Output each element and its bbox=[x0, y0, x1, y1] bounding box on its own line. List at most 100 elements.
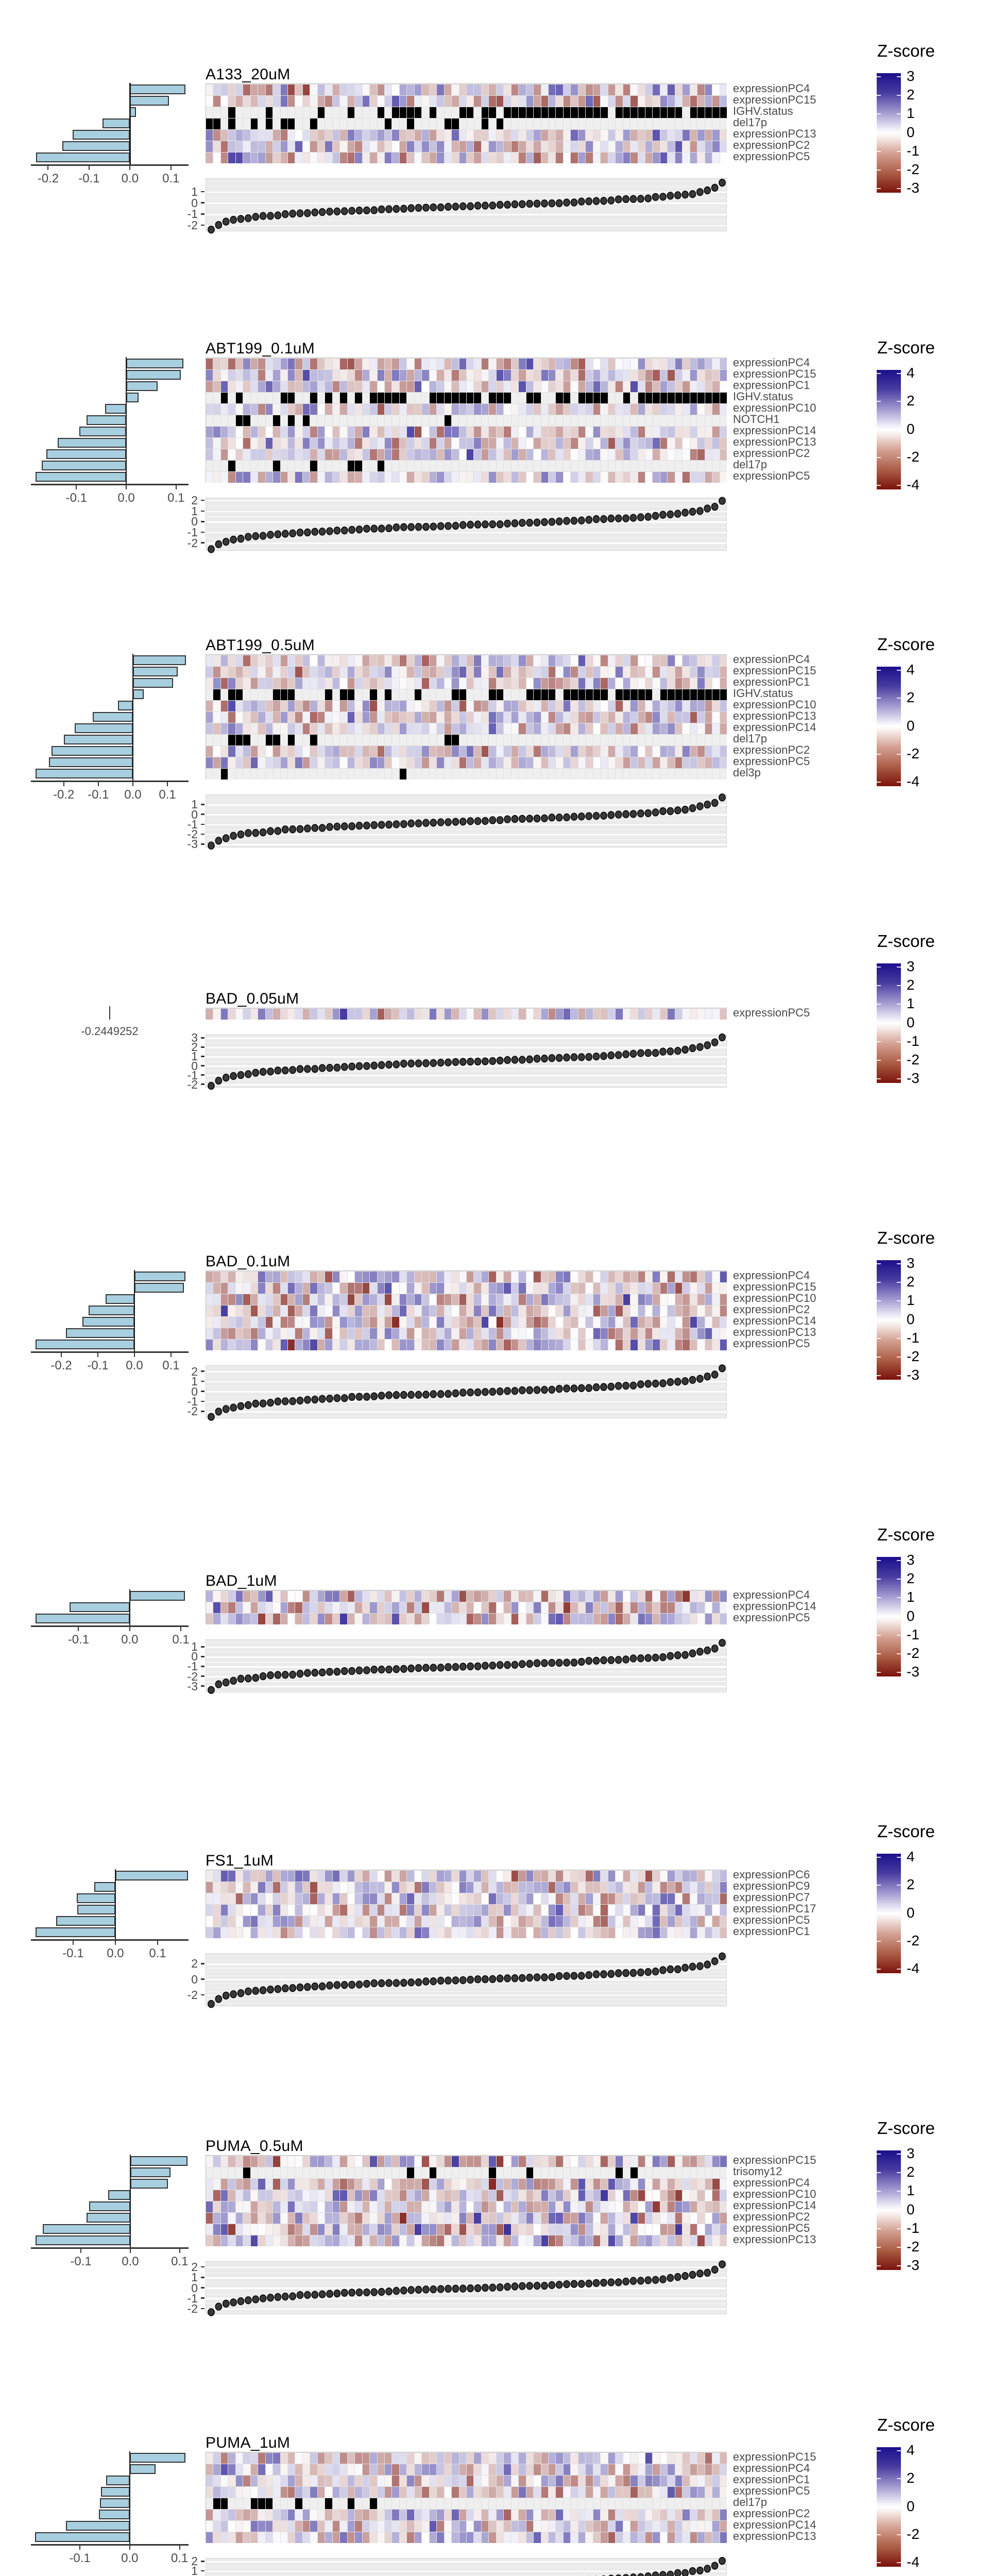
heatmap-cell bbox=[489, 678, 496, 689]
heatmap-cell bbox=[511, 1340, 519, 1350]
bar-del17p bbox=[103, 118, 130, 128]
heatmap-cell bbox=[534, 712, 541, 723]
heatmap-cell bbox=[720, 2179, 727, 2190]
heatmap-cell bbox=[399, 746, 407, 757]
dot bbox=[504, 1387, 511, 1395]
heatmap-row-label: expressionPC2 bbox=[733, 743, 810, 756]
heatmap-cell bbox=[340, 1340, 347, 1350]
heatmap-cell bbox=[399, 769, 407, 779]
heatmap-cell bbox=[660, 130, 668, 141]
heatmap-cell bbox=[481, 370, 489, 381]
heatmap-cell bbox=[288, 678, 295, 689]
heatmap-cell bbox=[645, 1272, 653, 1282]
heatmap-cell bbox=[243, 393, 250, 403]
heatmap-cell bbox=[258, 107, 265, 118]
bar-axis-tick-label: -0.1 bbox=[88, 788, 109, 802]
heatmap-cell bbox=[235, 655, 243, 666]
heatmap-cell bbox=[310, 1340, 317, 1350]
heatmap-cell bbox=[243, 2235, 250, 2246]
heatmap-cell bbox=[206, 735, 213, 745]
heatmap-cell bbox=[452, 2453, 459, 2464]
heatmap-cell bbox=[273, 141, 280, 152]
dot bbox=[311, 208, 319, 216]
heatmap-cell bbox=[362, 735, 370, 745]
heatmap-cell bbox=[683, 393, 690, 403]
heatmap-cell bbox=[362, 359, 370, 369]
heatmap-cell bbox=[235, 1328, 243, 1339]
heatmap-cell bbox=[467, 735, 474, 745]
heatmap-cell bbox=[414, 1306, 422, 1316]
panel-A133_20uM: A133_20uM -0.2 -0.1 0.0 0.1 expressionPC4 expr… bbox=[0, 0, 989, 297]
heatmap-cell bbox=[288, 701, 295, 711]
heatmap-cell bbox=[645, 96, 653, 107]
dot bbox=[245, 2296, 252, 2304]
heatmap-cell bbox=[377, 449, 384, 460]
heatmap-cell bbox=[332, 96, 340, 107]
heatmap-cell bbox=[511, 96, 519, 107]
heatmap-cell bbox=[608, 2167, 616, 2178]
heatmap-cell bbox=[705, 152, 712, 163]
heatmap-cell bbox=[534, 359, 541, 369]
heatmap-cell bbox=[630, 1340, 638, 1350]
heatmap-cell bbox=[422, 2167, 429, 2178]
dot-plot bbox=[206, 1952, 727, 2008]
heatmap-cell bbox=[444, 118, 452, 129]
heatmap-cell bbox=[295, 393, 302, 403]
bar-expressionPC5 bbox=[35, 471, 127, 482]
heatmap-cell bbox=[392, 723, 399, 734]
heatmap-cell bbox=[310, 1272, 317, 1282]
dot bbox=[548, 2281, 556, 2289]
heatmap-cell bbox=[653, 427, 660, 437]
heatmap-cell bbox=[213, 107, 220, 118]
heatmap-cell bbox=[511, 472, 519, 483]
heatmap-cell bbox=[452, 1272, 459, 1282]
heatmap-cell bbox=[474, 1283, 481, 1294]
heatmap-cell bbox=[653, 393, 660, 403]
heatmap-cell bbox=[220, 2224, 228, 2235]
heatmap-cell bbox=[660, 712, 668, 723]
heatmap-cell bbox=[228, 84, 235, 95]
heatmap-cell bbox=[474, 461, 481, 471]
dot bbox=[622, 195, 629, 204]
heatmap-cell bbox=[697, 370, 705, 381]
heatmap-cell bbox=[511, 1893, 519, 1904]
bar-axis-tick-label: -0.1 bbox=[67, 1633, 90, 1647]
heatmap-cell bbox=[653, 757, 660, 768]
dot bbox=[704, 1041, 711, 1049]
dot bbox=[533, 814, 541, 823]
dot bbox=[600, 1970, 607, 1978]
heatmap-cell bbox=[697, 1882, 705, 1893]
heatmap-cell bbox=[489, 701, 496, 711]
dot-series bbox=[208, 793, 726, 850]
heatmap-cell bbox=[563, 2224, 571, 2235]
gridline-major bbox=[206, 844, 727, 845]
heatmap-cell bbox=[616, 1882, 623, 1893]
heatmap-row-label: expressionPC10 bbox=[733, 1292, 816, 1304]
heatmap-cell bbox=[578, 2190, 586, 2201]
heatmap-cell bbox=[325, 1328, 332, 1339]
heatmap-cell bbox=[578, 2156, 586, 2167]
dot bbox=[267, 1671, 274, 1680]
legend-tick-label: -1 bbox=[907, 2219, 919, 2236]
heatmap-cell bbox=[347, 769, 355, 779]
heatmap-cell bbox=[638, 2235, 645, 2246]
heatmap-cell bbox=[340, 1328, 347, 1339]
heatmap-cell bbox=[638, 96, 645, 107]
heatmap-cell bbox=[459, 1591, 466, 1602]
heatmap-cell bbox=[675, 1340, 683, 1350]
heatmap-cell bbox=[258, 96, 265, 107]
heatmap-cell bbox=[720, 701, 727, 711]
dot bbox=[422, 1664, 430, 1672]
heatmap-row-expressionPC10 bbox=[206, 700, 727, 711]
heatmap-row-expressionPC13 bbox=[206, 129, 727, 141]
heatmap-cell bbox=[399, 1905, 407, 1916]
heatmap-cell bbox=[459, 130, 466, 141]
dot bbox=[422, 522, 430, 531]
heatmap-cell bbox=[541, 667, 549, 677]
heatmap-cell bbox=[228, 735, 235, 745]
heatmap-cell bbox=[638, 1927, 645, 1938]
heatmap-cell bbox=[340, 152, 347, 163]
heatmap-cell bbox=[697, 130, 705, 141]
heatmap-cell bbox=[407, 1272, 414, 1282]
heatmap-cell bbox=[630, 96, 638, 107]
